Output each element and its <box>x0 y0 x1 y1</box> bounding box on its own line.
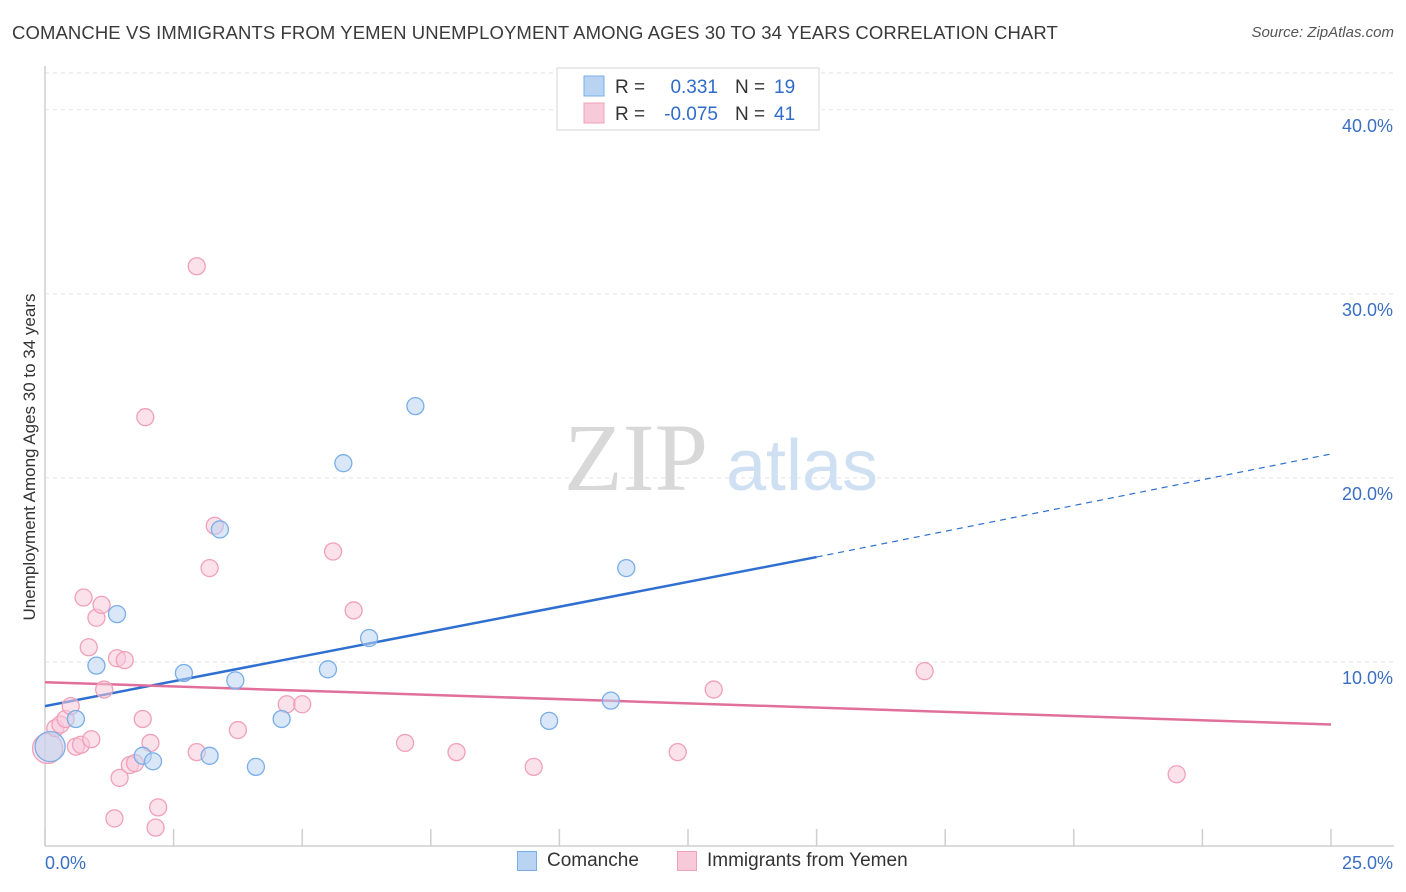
point-yemen-11 <box>92 595 111 615</box>
legend-r-label-0: R = <box>615 77 645 98</box>
point-yemen-28 <box>228 720 248 740</box>
trend-lines <box>44 453 1332 726</box>
series-name-comanche: Comanche <box>547 850 639 871</box>
series-legend: Comanche Immigrants from Yemen <box>0 850 1406 880</box>
point-yemen-12 <box>95 680 114 699</box>
point-comanche-9 <box>226 671 245 690</box>
scatter-points <box>31 257 1186 837</box>
point-comanche-15 <box>406 396 425 416</box>
y-tick-label-1: 20.0% <box>1342 484 1393 504</box>
axes <box>44 66 1394 847</box>
point-yemen-35 <box>524 757 543 777</box>
legend-r-value-0: 0.331 <box>670 77 718 98</box>
series-legend-comanche: Comanche <box>517 850 639 872</box>
legend-r-label-1: R = <box>615 104 645 125</box>
point-yemen-39 <box>1167 765 1186 784</box>
chart-title: COMANCHE VS IMMIGRANTS FROM YEMEN UNEMPL… <box>12 22 1058 43</box>
point-yemen-25 <box>187 257 206 276</box>
point-yemen-31 <box>323 542 343 561</box>
point-comanche-1 <box>66 709 86 729</box>
trend-line-yemen <box>44 680 1332 726</box>
point-yemen-20 <box>136 408 155 427</box>
point-yemen-33 <box>395 733 415 753</box>
point-yemen-34 <box>447 742 466 762</box>
point-yemen-36 <box>668 742 687 762</box>
legend-r-value-1: -0.075 <box>664 104 718 125</box>
watermark: ZIP atlas <box>564 404 878 511</box>
point-comanche-17 <box>601 691 620 710</box>
series-swatch-yemen <box>677 851 697 871</box>
x-tick-label-0: 0.0% <box>45 853 86 873</box>
legend-n-label-1: N = <box>735 104 765 125</box>
point-yemen-26 <box>200 558 219 578</box>
series-legend-yemen: Immigrants from Yemen <box>677 850 908 872</box>
legend-swatch-yemen <box>583 102 605 124</box>
point-yemen-15 <box>110 768 129 788</box>
legend-n-value-1: 41 <box>774 104 795 125</box>
point-comanche-16 <box>539 711 559 730</box>
point-comanche-7 <box>200 746 219 765</box>
point-comanche-3 <box>107 604 127 624</box>
series-name-yemen: Immigrants from Yemen <box>707 850 908 871</box>
y-tick-label-0: 10.0% <box>1342 668 1393 688</box>
point-comanche-2 <box>87 656 106 675</box>
point-yemen-16 <box>115 650 134 670</box>
point-yemen-32 <box>344 601 363 620</box>
point-comanche-14 <box>359 628 379 648</box>
point-comanche-13 <box>334 454 353 473</box>
point-yemen-22 <box>146 818 165 837</box>
point-yemen-9 <box>82 730 101 749</box>
y-axis-label: Unemployment Among Ages 30 to 34 years <box>20 294 39 621</box>
point-comanche-11 <box>272 709 291 729</box>
point-yemen-37 <box>704 680 723 699</box>
trend-line-comanche <box>44 555 817 708</box>
point-comanche-10 <box>246 757 266 777</box>
point-comanche-18 <box>617 558 636 578</box>
watermark-atlas: atlas <box>726 426 878 506</box>
x-tick-label-1: 25.0% <box>1342 853 1393 873</box>
point-comanche-12 <box>318 660 338 679</box>
point-yemen-7 <box>74 588 93 607</box>
point-yemen-13 <box>105 809 124 828</box>
tick-labels: 10.0% 20.0% 30.0% 40.0% 0.0% 25.0% <box>45 116 1393 873</box>
source-credit: Source: ZipAtlas.com <box>1251 24 1394 41</box>
watermark-zip: ZIP <box>564 404 708 511</box>
point-comanche-0 <box>34 730 66 763</box>
point-yemen-30 <box>293 695 312 714</box>
legend-n-label-0: N = <box>735 77 765 98</box>
y-tick-label-3: 40.0% <box>1342 116 1393 136</box>
y-tick-label-2: 30.0% <box>1342 300 1393 320</box>
correlation-legend: R = 0.331 N = 19 R = -0.075 N = 41 <box>556 67 820 131</box>
legend-n-value-0: 19 <box>774 77 795 98</box>
point-yemen-38 <box>915 662 934 681</box>
legend-swatch-comanche <box>583 75 605 97</box>
point-comanche-5 <box>143 752 163 771</box>
point-yemen-23 <box>149 798 168 817</box>
series-swatch-comanche <box>517 851 537 871</box>
gridlines <box>45 72 1394 663</box>
point-comanche-6 <box>174 663 194 683</box>
point-yemen-8 <box>79 638 98 657</box>
trend-line-comanche-extension <box>816 453 1332 558</box>
point-comanche-8 <box>210 520 230 539</box>
point-yemen-19 <box>133 709 152 729</box>
